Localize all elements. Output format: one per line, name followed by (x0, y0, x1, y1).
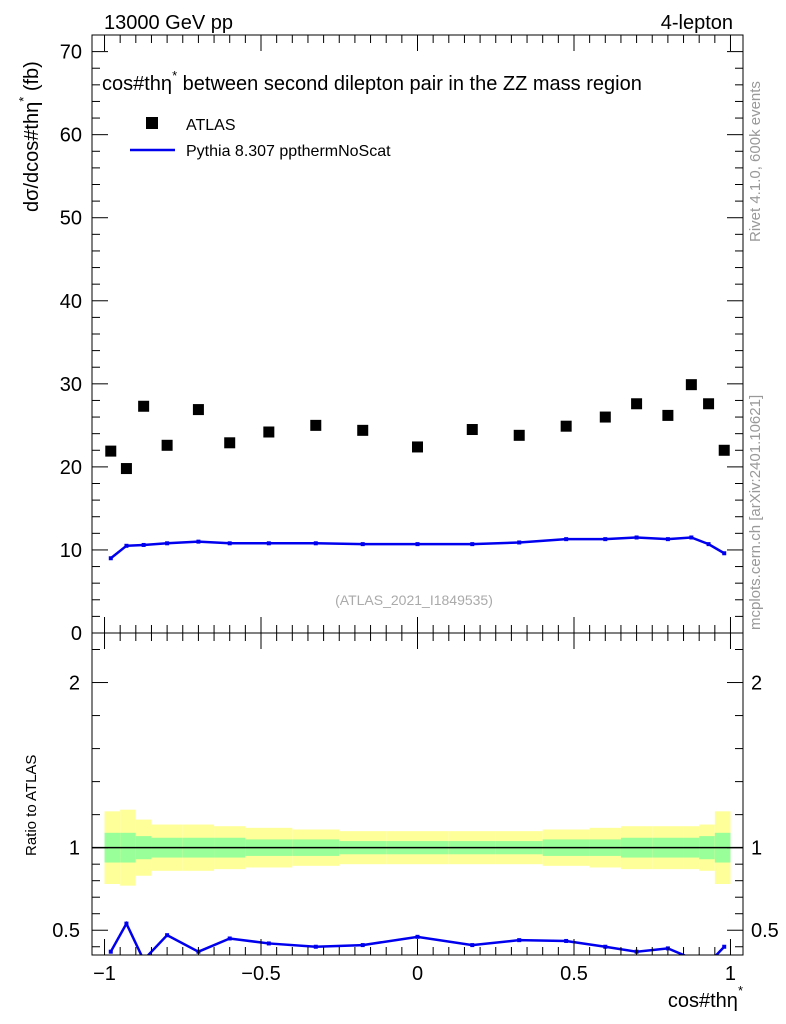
mc-prediction-point (360, 542, 365, 547)
mc-prediction-point (689, 535, 694, 540)
mc-prediction-point (266, 541, 271, 546)
main-plot-series (105, 379, 730, 561)
mc-prediction-point (665, 537, 670, 542)
y-tick-label: 70 (60, 42, 82, 64)
ratio-y-tick-label: 1 (69, 838, 80, 860)
ratio-y-axis-title: Ratio to ATLAS (23, 755, 40, 856)
atlas-data-point (105, 445, 117, 457)
atlas-data-point (685, 379, 697, 391)
atlas-data-point (310, 419, 322, 431)
ratio-point (360, 943, 365, 948)
mc-prediction-point (124, 543, 129, 548)
energy-label: 13000 GeV pp (104, 12, 233, 34)
atlas-data-point (263, 426, 275, 438)
y-axis-title-sup: * (16, 97, 31, 102)
ratio-point (266, 941, 271, 946)
plot-title-sup: * (172, 68, 177, 83)
y-axis-title-rest: (fb) (21, 61, 43, 97)
ratio-y-tick-label-right: 0.5 (751, 920, 779, 942)
mc-prediction-point (634, 535, 639, 540)
plot-title-main: cos#thη (102, 73, 172, 95)
mc-prediction-point (415, 542, 420, 547)
ratio-point (313, 944, 318, 949)
ratio-point (124, 921, 129, 926)
y-axis-title-main: dσ/dcos#thη (21, 102, 43, 212)
atlas-data-point (631, 398, 643, 410)
ratio-point (517, 938, 522, 943)
atlas-data-point (120, 463, 132, 475)
rivet-version-label: Rivet 4.1.0, 600k events (747, 81, 764, 242)
ratio-plot-axes: 0.5 0.5 1 1 2 2 −1 −0.5 0 0.5 1 (52, 632, 779, 985)
y-tick-label: 20 (60, 457, 82, 479)
x-axis-title: cos#thη* (668, 983, 743, 1012)
y-tick-label: 40 (60, 291, 82, 313)
analysis-watermark: (ATLAS_2021_I1849535) (335, 592, 493, 608)
y-tick-label: 60 (60, 125, 82, 147)
ratio-point (722, 944, 727, 949)
legend-atlas-label: ATLAS (186, 117, 236, 134)
x-tick-label: 1 (725, 963, 736, 985)
mc-prediction-point (517, 540, 522, 545)
mc-prediction-point (470, 542, 475, 547)
mc-prediction-point (603, 537, 608, 542)
mc-prediction-point (722, 551, 727, 556)
legend-atlas-marker (146, 117, 158, 129)
y-tick-label: 0 (71, 623, 82, 645)
plot-title-rest: between second dilepton pair in the ZZ m… (177, 73, 642, 95)
atlas-data-point (662, 409, 674, 421)
ratio-y-tick-label-right: 1 (751, 838, 762, 860)
mc-prediction-point (108, 556, 113, 561)
plot-title: cos#thη* between second dilepton pair in… (102, 68, 642, 95)
ratio-point (165, 933, 170, 938)
ratio-point (108, 949, 113, 954)
mc-prediction-point (141, 542, 146, 547)
x-tick-label: 0.5 (560, 963, 588, 985)
atlas-data-point (599, 411, 611, 423)
main-plot-axes: 0 10 20 30 40 50 60 70 (60, 34, 744, 645)
atlas-data-point (703, 398, 715, 410)
legend: ATLAS Pythia 8.307 pptherm­NoScat (130, 117, 391, 160)
x-tick-label: −0.5 (241, 963, 280, 985)
mc-prediction-point (313, 541, 318, 546)
x-axis-title-main: cos#thη (668, 990, 738, 1012)
atlas-data-point (161, 439, 173, 451)
atlas-data-point (513, 429, 525, 441)
mc-prediction-point (564, 537, 569, 542)
mc-prediction-line (110, 536, 725, 560)
atlas-data-point (560, 420, 572, 432)
atlas-data-point (466, 424, 478, 436)
x-tick-label: 0 (412, 963, 423, 985)
atlas-data-point (192, 404, 204, 416)
ratio-y-tick-label-right: 2 (751, 673, 762, 695)
ratio-y-tick-label: 0.5 (52, 920, 80, 942)
channel-label: 4-lepton (661, 12, 733, 34)
atlas-data-point (224, 437, 236, 449)
atlas-data-point (357, 424, 369, 436)
mc-prediction-point (196, 539, 201, 544)
atlas-data-point (138, 400, 150, 412)
y-tick-label: 30 (60, 374, 82, 396)
source-url-label: mcplots.cern.ch [arXiv:2401.10621] (747, 395, 764, 630)
ratio-point (603, 944, 608, 949)
y-axis-title: dσ/dcos#thη* (fb) (16, 61, 43, 212)
legend-mc-label: Pythia 8.307 pptherm­NoScat (186, 143, 391, 160)
ratio-y-tick-label: 2 (69, 673, 80, 695)
ratio-point (227, 936, 232, 941)
mc-prediction-point (165, 541, 170, 546)
ratio-point (470, 943, 475, 948)
mc-prediction-point (706, 542, 711, 547)
atlas-data-point (718, 444, 730, 456)
atlas-data-point (412, 441, 423, 453)
x-axis-title-sup: * (738, 983, 743, 998)
mc-prediction-point (227, 541, 232, 546)
ratio-point (415, 934, 420, 939)
y-tick-label: 10 (60, 540, 82, 562)
x-tick-label: −1 (93, 963, 116, 985)
y-tick-label: 50 (60, 208, 82, 230)
ratio-point (564, 938, 569, 943)
ratio-plot-frame (91, 632, 744, 956)
